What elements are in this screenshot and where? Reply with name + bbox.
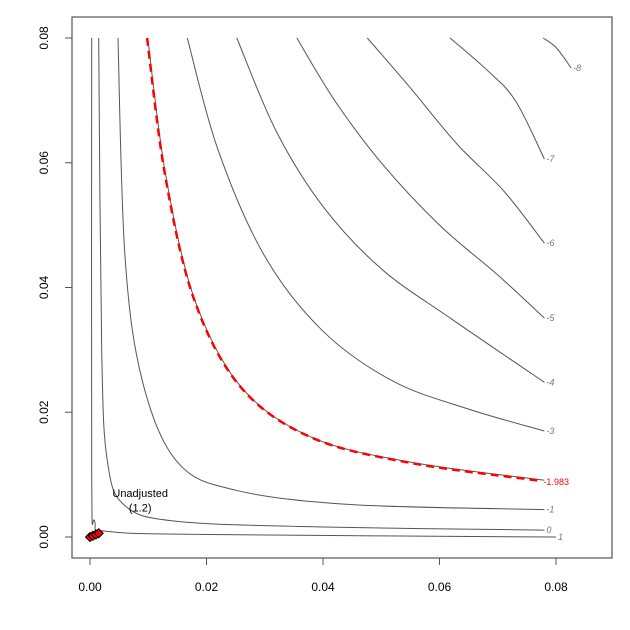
annotation-unadjusted: Unadjusted (1.2)	[112, 488, 168, 514]
contour-line	[186, 37, 545, 432]
y-tick-label: 0.00	[37, 525, 51, 549]
y-axis: 0.00 0.02 0.04 0.06 0.08	[37, 26, 72, 549]
contour-line	[236, 37, 545, 383]
highlight-contour: -1.983	[145, 37, 569, 487]
y-tick-label: 0.06	[37, 151, 51, 175]
plot-frame	[71, 16, 613, 559]
contour-label: -6	[546, 238, 554, 248]
marker-cluster	[84, 528, 104, 543]
x-tick-label: 0.02	[195, 580, 219, 594]
contour-label: -1	[546, 505, 554, 515]
contour-lines: 10 -1 -3 -4 -5 -6 -7 -8	[91, 37, 581, 542]
x-axis: 0.00 0.02 0.04 0.06 0.08	[78, 558, 568, 594]
highlight-contour-label: -1.983	[543, 477, 569, 487]
contour-label: -5	[546, 313, 555, 323]
contour-line	[117, 37, 545, 511]
diamond-marker	[93, 528, 104, 539]
y-tick-label: 0.08	[37, 26, 51, 50]
contour-label: 0	[546, 525, 551, 535]
contour-line	[98, 37, 545, 531]
contour-line	[91, 37, 557, 538]
x-tick-label: 0.08	[544, 580, 568, 594]
contour-label: 1	[558, 532, 563, 542]
y-tick-label: 0.02	[37, 400, 51, 424]
annotation-text: (1.2)	[129, 502, 152, 514]
contour-line	[296, 37, 545, 319]
x-tick-label: 0.06	[428, 580, 452, 594]
x-tick-label: 0.00	[78, 580, 102, 594]
annotation-text: Unadjusted	[112, 488, 168, 500]
contour-line	[366, 37, 545, 244]
contour-label: -4	[546, 377, 554, 387]
contour-line	[449, 37, 545, 160]
contour-label: -3	[546, 426, 554, 436]
contour-label: -8	[573, 63, 581, 73]
contour-label: -7	[546, 154, 555, 164]
y-tick-label: 0.04	[37, 275, 51, 299]
x-tick-label: 0.04	[311, 580, 335, 594]
highlight-contour-line	[145, 37, 542, 483]
contour-line	[542, 37, 572, 69]
